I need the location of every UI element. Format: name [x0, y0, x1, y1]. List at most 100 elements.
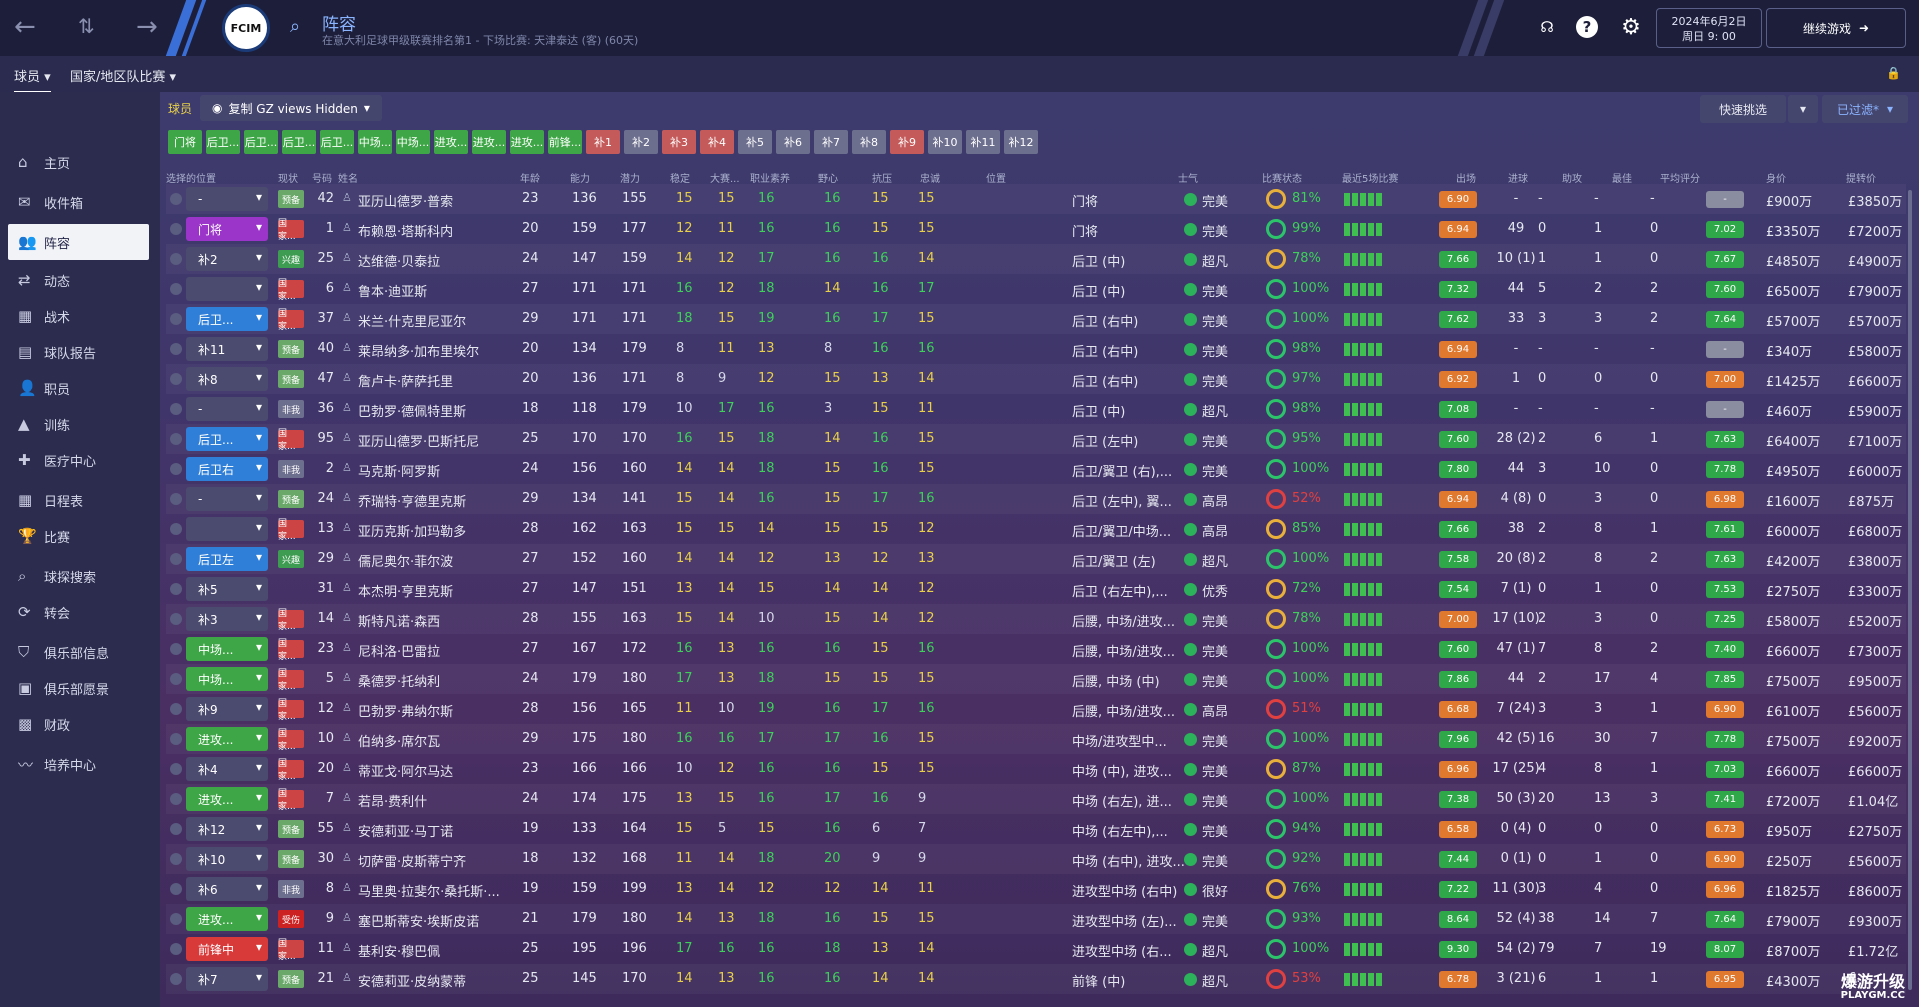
sidebar-item-squad[interactable]: 👥 阵容	[8, 224, 149, 260]
player-name[interactable]: 达维德·贝泰拉	[358, 255, 441, 270]
position-pill[interactable]: 补11	[966, 130, 1000, 154]
position-select[interactable]: 补3	[186, 607, 268, 631]
select-checkbox[interactable]	[170, 253, 182, 265]
position-select[interactable]: 补6	[186, 877, 268, 901]
position-pill[interactable]: 补9	[890, 130, 924, 154]
player-name[interactable]: 马里奥·拉斐尔·桑托斯·...	[358, 885, 500, 900]
column-header[interactable]: 助攻	[1562, 174, 1582, 185]
column-header[interactable]: 年龄	[520, 174, 540, 185]
player-name[interactable]: 乔瑞特·亨德里克斯	[358, 495, 467, 510]
player-name[interactable]: 儒尼奥尔·菲尔波	[358, 555, 454, 570]
club-crest[interactable]: FCIM	[222, 4, 270, 52]
sidebar-item-team-report[interactable]: ▤ 球队报告	[8, 334, 149, 370]
position-pill[interactable]: 补6	[776, 130, 810, 154]
position-select[interactable]: 补12	[186, 817, 268, 841]
sidebar-item-dynamics[interactable]: ⇄ 动态	[8, 262, 149, 298]
position-pill[interactable]: 后卫...	[282, 130, 316, 154]
table-row[interactable]: 补5 31 ♙ 本杰明·亨里克斯 27 147 151 13 14 15 14 14 12 后卫 (右左中…	[166, 574, 1906, 604]
position-select[interactable]: 后卫...	[186, 427, 268, 451]
quick-pick-dropdown[interactable]: ▾	[1788, 95, 1818, 123]
player-name[interactable]: 米兰·什克里尼亚尔	[358, 315, 467, 330]
position-pill[interactable]: 补4	[700, 130, 734, 154]
position-select[interactable]	[186, 277, 268, 301]
position-select[interactable]: -	[186, 487, 268, 511]
sidebar-item-club-info[interactable]: ⛉ 俱乐部信息	[8, 634, 149, 670]
table-row[interactable]: 补4 国家... 20 ♙ 蒂亚戈·阿尔马达 23 166 166 10 12 16 16 15 15 中场…	[166, 754, 1906, 784]
player-name[interactable]: 鲁本·迪亚斯	[358, 285, 428, 300]
player-name[interactable]: 马克斯·阿罗斯	[358, 465, 441, 480]
position-pill[interactable]: 中场...	[396, 130, 430, 154]
player-name[interactable]: 若昂·费利什	[358, 795, 428, 810]
player-name[interactable]: 亚历山德罗·普索	[358, 195, 454, 210]
select-checkbox[interactable]	[170, 643, 182, 655]
position-select[interactable]: 补8	[186, 367, 268, 391]
table-row[interactable]: 前锋中国家... 11 ♙ 基利安·穆巴佩 25 195 196 17 16 16 18 13 14 进攻…	[166, 934, 1906, 964]
position-select[interactable]: 后卫右	[186, 457, 268, 481]
select-checkbox[interactable]	[170, 463, 182, 475]
position-select[interactable]: 补10	[186, 847, 268, 871]
position-select[interactable]: -	[186, 397, 268, 421]
tab-players[interactable]: 球员 ▾	[14, 66, 51, 93]
select-checkbox[interactable]	[170, 823, 182, 835]
filter-button[interactable]: 已过滤* ▾	[1822, 95, 1908, 123]
column-header[interactable]: 比赛状态	[1262, 174, 1302, 185]
table-row[interactable]: -预备42♙亚历山德罗·普索23136155151516161515门将完美81…	[166, 184, 1906, 214]
column-header[interactable]: 最佳	[1612, 174, 1632, 185]
position-pill[interactable]: 后卫...	[320, 130, 354, 154]
select-checkbox[interactable]	[170, 553, 182, 565]
sidebar-item-club-vision[interactable]: ▣ 俱乐部愿景	[8, 670, 149, 706]
select-checkbox[interactable]	[170, 913, 182, 925]
sidebar-item-transfers[interactable]: ⟳ 转会	[8, 594, 149, 630]
position-pill[interactable]: 进攻...	[510, 130, 544, 154]
column-header[interactable]: 位置	[986, 174, 1006, 185]
table-row[interactable]: 进攻... 国家... 7 ♙ 若昂·费利什 24 174 175 13 15 16 17 16 9 中场 …	[166, 784, 1906, 814]
position-select[interactable]: 后卫左	[186, 547, 268, 571]
select-checkbox[interactable]	[170, 673, 182, 685]
column-header[interactable]: 平均评分	[1660, 174, 1700, 185]
player-name[interactable]: 切萨雷·皮斯蒂宁齐	[358, 855, 467, 870]
sidebar-item-competitions[interactable]: 🏆 比赛	[8, 518, 149, 554]
position-pill[interactable]: 进攻...	[434, 130, 468, 154]
column-header[interactable]: 士气	[1178, 174, 1198, 185]
select-checkbox[interactable]	[170, 733, 182, 745]
table-row[interactable]: 进攻... 受伤 9 ♙ 塞巴斯蒂安·埃斯皮诺 21 179 180 14 13 18 16 15 15 进…	[166, 904, 1906, 934]
position-pill[interactable]: 补7	[814, 130, 848, 154]
sidebar-item-medical[interactable]: ✚ 医疗中心	[8, 442, 149, 478]
select-checkbox[interactable]	[170, 883, 182, 895]
lock-icon[interactable]: 🔒	[1886, 66, 1901, 80]
table-row[interactable]: 补2 兴趣 25 ♙ 达维德·贝泰拉 24 147 159 14 12 17 16 16 14 后卫 (中)…	[166, 244, 1906, 274]
history-icon[interactable]: ⇅	[78, 14, 95, 38]
select-checkbox[interactable]	[170, 403, 182, 415]
select-checkbox[interactable]	[170, 313, 182, 325]
continue-button[interactable]: 继续游戏 ➜	[1766, 8, 1906, 48]
position-pill[interactable]: 补10	[928, 130, 962, 154]
player-name[interactable]: 本杰明·亨里克斯	[358, 585, 454, 600]
position-select[interactable]: 补9	[186, 697, 268, 721]
column-header[interactable]: 最近5场比赛	[1342, 174, 1399, 185]
table-row[interactable]: 补9 国家... 12 ♙ 巴勃罗·弗纳尔斯 28 156 165 11 10 19 16 17 16 后腰…	[166, 694, 1906, 724]
table-row[interactable]: -预备 24 ♙ 乔瑞特·亨德里克斯 29 134 141 15 14 16 15 17 16 后卫 (左…	[166, 484, 1906, 514]
position-pill[interactable]: 后卫...	[206, 130, 240, 154]
column-header[interactable]: 忠诚	[920, 174, 940, 185]
position-pill[interactable]: 进攻...	[472, 130, 506, 154]
select-checkbox[interactable]	[170, 973, 182, 985]
player-name[interactable]: 詹卢卡·萨萨托里	[358, 375, 454, 390]
column-header[interactable]: 出场	[1456, 174, 1476, 185]
sidebar-item-scouting[interactable]: ⌕ 球探搜索	[8, 558, 149, 594]
table-row[interactable]: 后卫... 国家... 37 ♙ 米兰·什克里尼亚尔 29 171 171 18 15 19 16 17…	[166, 304, 1906, 334]
position-pill[interactable]: 后卫...	[244, 130, 278, 154]
player-name[interactable]: 巴勃罗·弗纳尔斯	[358, 705, 454, 720]
column-header[interactable]: 提转价	[1846, 174, 1876, 185]
table-row[interactable]: 中场...国家...5♙桑德罗·托纳利24179180171318151515后…	[166, 664, 1906, 694]
position-pill[interactable]: 门将	[168, 130, 202, 154]
position-pill[interactable]: 中场...	[358, 130, 392, 154]
player-name[interactable]: 尼科洛·巴雷拉	[358, 645, 441, 660]
column-header[interactable]: 选择的位置	[166, 174, 216, 185]
column-header[interactable]: 身价	[1766, 174, 1786, 185]
search-icon[interactable]: ⌕	[290, 16, 301, 37]
table-row[interactable]: 补11 预备 40 ♙ 莱昂纳多·加布里埃尔 20 134 179 8 11 13 8 16 16 后卫 (…	[166, 334, 1906, 364]
player-name[interactable]: 伯纳多·席尔瓦	[358, 735, 441, 750]
position-pill[interactable]: 补12	[1004, 130, 1038, 154]
tab-national[interactable]: 国家/地区队比赛 ▾	[70, 70, 177, 85]
